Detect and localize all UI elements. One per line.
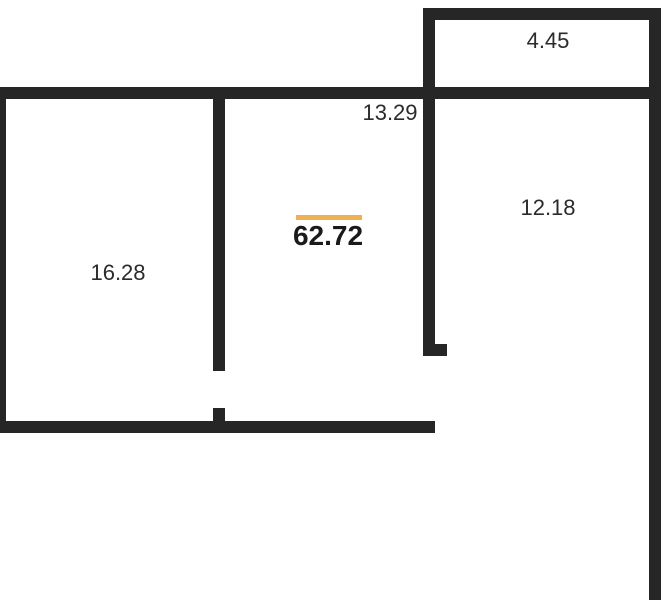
svg-text:62.72: 62.72 <box>293 220 363 251</box>
svg-text:12.18: 12.18 <box>520 195 575 220</box>
svg-text:4.45: 4.45 <box>527 28 570 53</box>
svg-text:13.29: 13.29 <box>362 100 417 125</box>
svg-text:16.28: 16.28 <box>90 260 145 285</box>
